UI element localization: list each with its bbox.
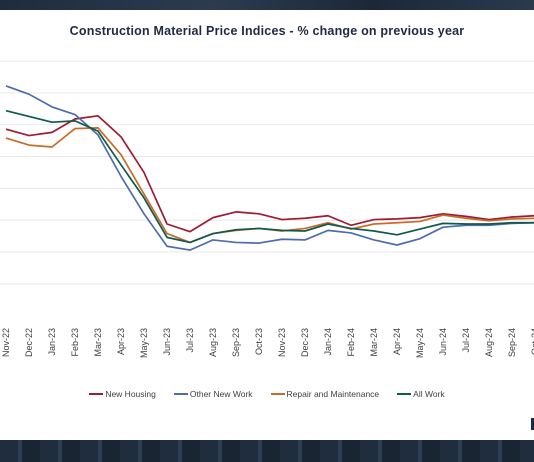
legend-item: All Work: [397, 389, 445, 399]
x-tick-label: May-24: [415, 328, 425, 358]
legend-swatch: [173, 393, 188, 395]
legend-label: Repair and Maintenance: [286, 389, 380, 399]
edge-mark: [531, 418, 534, 430]
x-tick-label: Sep-24: [507, 328, 517, 357]
series-line-repair-and-maintenance: [5, 127, 534, 244]
gridlines: [0, 60, 534, 285]
legend-label: New Housing: [105, 389, 156, 399]
x-tick-label: Nov-23: [277, 328, 287, 357]
x-tick-label: Feb-24: [346, 328, 356, 357]
legend-item: New Housing: [89, 389, 156, 399]
legend-item: Repair and Maintenance: [270, 389, 380, 399]
x-tick-label: Jul-24: [461, 328, 471, 353]
chart-title: Construction Material Price Indices - % …: [69, 24, 465, 38]
x-tick-label: Jun-24: [438, 328, 448, 356]
series-line-other-new-work: [5, 85, 534, 251]
x-tick-label: Mar-23: [93, 328, 103, 357]
x-tick-label: Dec-23: [300, 328, 310, 357]
legend-swatch: [270, 393, 285, 395]
background-bottom-strip: [0, 440, 534, 462]
x-tick-label: Aug-24: [484, 328, 494, 357]
x-tick-label: Apr-24: [392, 328, 402, 355]
background-top-strip: [0, 0, 534, 10]
x-tick-label: Jan-24: [323, 328, 333, 356]
x-tick-label: Sep-23: [231, 328, 241, 357]
x-tick-label: Apr-23: [116, 328, 126, 355]
legend-label: Other New Work: [189, 389, 253, 399]
x-tick-label: Nov-22: [1, 328, 11, 357]
legend-label: All Work: [413, 389, 445, 399]
chart-card: [0, 10, 534, 440]
chart-legend: New Housing Other New Work Repair and Main…: [0, 389, 534, 399]
x-tick-label: Oct-24: [530, 328, 534, 355]
x-tick-label: Jan-23: [47, 328, 57, 356]
legend-item: Other New Work: [173, 389, 253, 399]
x-tick-label: Aug-23: [208, 328, 218, 357]
x-tick-labels: Nov-22 Dec-22 Jan-23 Feb-23 Mar-23 Apr-23 May-…: [1, 328, 534, 358]
x-tick-label: Oct-23: [254, 328, 264, 355]
x-tick-label: Feb-23: [70, 328, 80, 357]
x-tick-label: Mar-24: [369, 328, 379, 357]
series-line-new-housing: [5, 114, 534, 233]
legend-swatch: [397, 393, 412, 395]
x-tick-label: May-23: [139, 328, 149, 358]
legend-swatch: [89, 393, 104, 395]
series-lines: [5, 85, 534, 251]
series-line-all-work: [5, 109, 534, 244]
x-tick-label: Jul-23: [185, 328, 195, 353]
x-tick-label: Jun-23: [162, 328, 172, 356]
x-tick-label: Dec-22: [24, 328, 34, 357]
